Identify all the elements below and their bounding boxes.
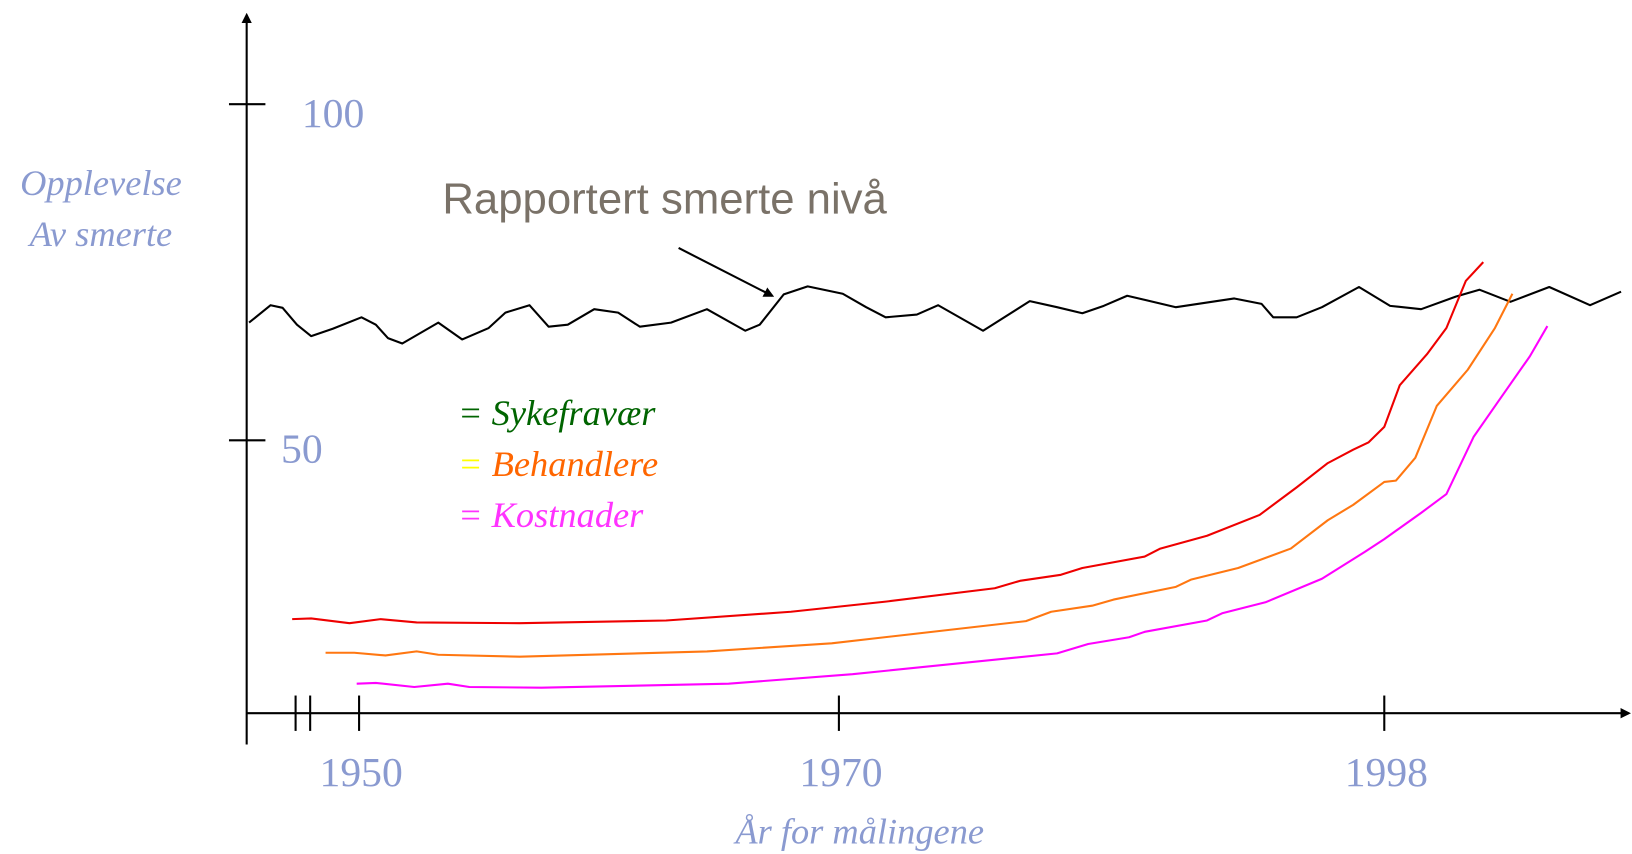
annotation: Rapportert smerte nivå: [442, 175, 887, 224]
x-tick-label: 1998: [1345, 750, 1428, 796]
legend-marker: =: [458, 393, 483, 433]
line: [292, 261, 1485, 625]
legend-marker: =: [458, 495, 483, 535]
line: [248, 285, 1622, 345]
line: [356, 325, 1549, 689]
legend-entry: = Kostnader: [458, 495, 644, 535]
y-axis-label: Opplevelse: [20, 163, 182, 203]
legend-label: Behandlere: [492, 444, 658, 484]
y-tick-label: 50: [281, 426, 323, 472]
x-tick-label: 1970: [799, 750, 882, 796]
y-tick-label: 100: [302, 91, 364, 137]
legend-marker: =: [458, 444, 483, 484]
x-axis-label: År for målingene: [733, 811, 984, 851]
legend-entry: = Sykefravær: [458, 393, 656, 433]
legend-entry: = Behandlere: [458, 444, 658, 484]
y-axis-label: Av smerte: [28, 214, 173, 254]
legend-label: Kostnader: [491, 495, 645, 535]
line: [325, 293, 1514, 658]
x-tick-label: 1950: [320, 750, 403, 796]
legend-label: Sykefravær: [492, 393, 657, 433]
annotation-arrow: [678, 247, 775, 297]
